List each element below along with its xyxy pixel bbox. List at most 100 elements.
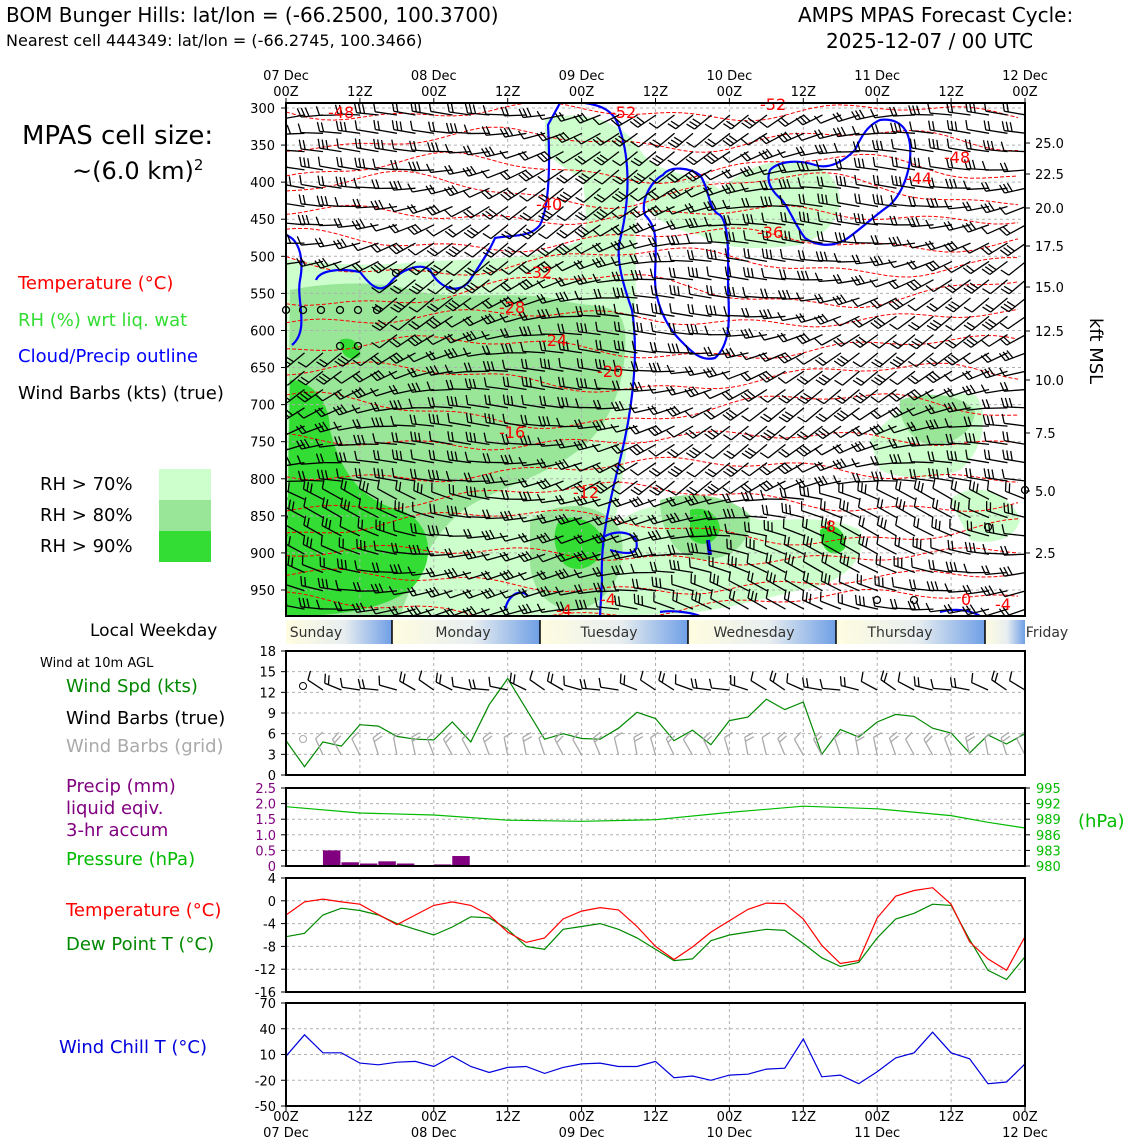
wind-barb <box>852 233 879 244</box>
barb-flag <box>907 377 916 385</box>
barb-flag <box>388 203 395 212</box>
wind-barb <box>1000 261 1025 276</box>
barb-flag <box>610 423 617 433</box>
barb-flag <box>469 605 477 615</box>
barb-flag <box>466 229 476 237</box>
wind-barb <box>648 443 675 457</box>
barb-flag <box>911 217 917 227</box>
barb-flag <box>357 678 362 689</box>
wind-barb <box>1004 481 1025 500</box>
barb-flag <box>573 463 581 472</box>
barb-flag <box>888 409 896 418</box>
wind-barb <box>739 165 768 177</box>
wind-barb <box>500 187 527 201</box>
barb-flag <box>418 432 421 443</box>
wind-barb <box>889 334 916 350</box>
wind-barb <box>391 467 416 482</box>
wind-barb <box>462 570 490 580</box>
barb-staff <box>1006 334 1025 346</box>
barb-flag <box>398 481 402 492</box>
barb-staff <box>702 738 712 756</box>
barb-flag <box>784 462 793 471</box>
barb-flag <box>410 586 418 596</box>
barb-staff <box>523 516 546 523</box>
barb-flag <box>779 487 783 498</box>
barb-staff <box>819 220 842 226</box>
barb-flag <box>672 323 676 333</box>
barb-flag <box>390 159 395 170</box>
barb-flag <box>334 104 339 115</box>
wind-barb <box>780 229 805 244</box>
barb-flag <box>541 309 547 319</box>
barb-flag <box>391 449 395 460</box>
temperature-contour <box>286 273 1019 309</box>
wind-barb <box>537 169 564 183</box>
barb-flag <box>855 254 861 264</box>
barb-staff <box>896 315 916 330</box>
wind-barb <box>944 583 971 593</box>
wind-barb <box>910 557 934 574</box>
barb-flag <box>827 575 831 585</box>
barb-flag <box>543 341 547 351</box>
wind-barb <box>702 186 731 196</box>
barb-flag <box>1002 183 1009 193</box>
barb-flag <box>397 180 403 190</box>
wind-barb <box>630 169 657 185</box>
barb-flag <box>972 481 976 492</box>
barb-flag <box>429 350 436 360</box>
wind-barb <box>687 266 712 281</box>
barb-flag <box>522 732 532 738</box>
barb-flag <box>321 479 325 489</box>
wind-barb <box>463 279 490 294</box>
barb-flag <box>558 552 566 561</box>
barb-staff <box>449 590 472 599</box>
barb-flag <box>540 533 547 543</box>
barb-flag <box>814 735 823 744</box>
wind-barb <box>409 120 435 134</box>
barb-staff <box>652 330 675 336</box>
barb-flag <box>852 341 861 348</box>
wind-barb <box>981 565 1008 576</box>
barb-staff <box>356 459 379 464</box>
barb-flag <box>555 135 563 143</box>
barb-flag <box>630 563 635 574</box>
barb-flag <box>724 731 733 739</box>
barb-flag <box>463 362 469 372</box>
barb-flag <box>555 156 564 164</box>
barb-flag <box>355 388 363 397</box>
wind-barb <box>332 238 361 250</box>
barb-staff <box>542 553 564 563</box>
barb-staff <box>912 407 934 417</box>
wind-barb <box>425 204 453 216</box>
barb-staff <box>709 388 731 400</box>
barb-staff <box>640 679 656 691</box>
barb-flag <box>636 303 639 314</box>
barb-staff <box>801 132 823 141</box>
barb-flag <box>451 431 454 442</box>
barb-flag <box>980 226 988 235</box>
barb-flag <box>964 432 968 443</box>
barb-flag <box>946 120 950 130</box>
wind-barb <box>591 498 620 507</box>
barb-flag <box>517 534 525 543</box>
barb-staff <box>673 425 694 438</box>
temperature-contour <box>286 247 1018 278</box>
barb-flag <box>673 512 680 522</box>
wind-barb <box>779 194 805 208</box>
barb-flag <box>981 339 990 347</box>
barb-flag <box>296 236 302 246</box>
barb-flag <box>543 396 547 406</box>
barb-flag <box>758 331 765 341</box>
barb-staff <box>505 315 527 323</box>
wind-barb <box>1000 545 1025 556</box>
barb-flag <box>286 124 292 135</box>
barb-flag <box>595 242 603 251</box>
barb-flag <box>787 591 791 601</box>
barb-flag <box>414 523 417 534</box>
wind-barb <box>685 527 712 538</box>
wind-barb <box>796 425 823 440</box>
barb-staff <box>933 352 953 367</box>
wind-barb <box>895 515 916 537</box>
wind-barb <box>906 388 934 401</box>
barb-flag <box>577 155 587 163</box>
